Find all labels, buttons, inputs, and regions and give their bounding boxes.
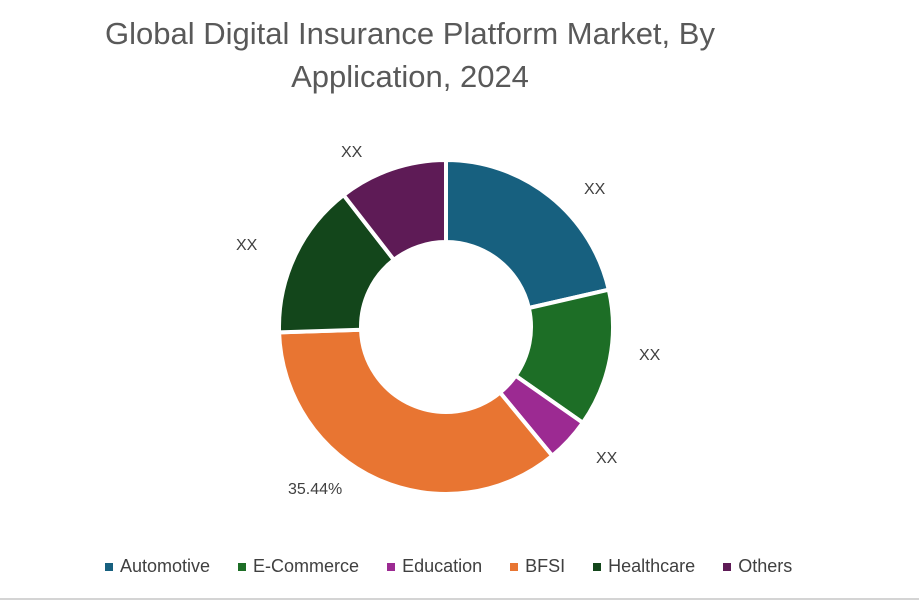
legend-label: Healthcare — [608, 556, 696, 576]
chart-title-line2: Application, 2024 — [291, 59, 529, 94]
legend-swatch-icon — [723, 562, 732, 571]
legend-item-healthcare: Healthcare — [593, 556, 695, 577]
donut-slices — [277, 158, 615, 496]
donut-slice-bfsi — [277, 327, 555, 496]
legend-label: Others — [738, 556, 793, 576]
legend-label: Automotive — [120, 556, 211, 576]
donut-slice-others — [341, 158, 448, 262]
data-label-others: XX — [341, 144, 363, 161]
legend-item-education: Education — [387, 556, 482, 577]
legend-item-others: Others — [723, 556, 792, 577]
legend-label: BFSI — [525, 556, 566, 576]
chart-legend: Automotive E-Commerce Education BFSI Hea… — [105, 556, 820, 577]
data-label-bfsi: 35.44% — [288, 481, 343, 498]
legend-swatch-icon — [510, 562, 519, 571]
chart-title: Global Digital Insurance Platform Market… — [0, 12, 820, 98]
data-label-education: XX — [596, 450, 618, 467]
legend-swatch-icon — [593, 562, 602, 571]
legend-swatch-icon — [238, 562, 247, 571]
chart-title-line1: Global Digital Insurance Platform Market… — [105, 16, 715, 51]
bottom-divider — [0, 598, 919, 600]
legend-item-ecommerce: E-Commerce — [238, 556, 359, 577]
legend-swatch-icon — [105, 562, 113, 571]
legend-label: Education — [402, 556, 483, 576]
legend-swatch-icon — [387, 562, 396, 571]
data-label-healthcare: XX — [236, 237, 258, 254]
legend-item-bfsi: BFSI — [510, 556, 565, 577]
data-label-ecommerce: XX — [639, 347, 661, 364]
legend-item-automotive: Automotive — [105, 556, 210, 577]
legend-label: E-Commerce — [253, 556, 360, 576]
data-label-automotive: XX — [584, 181, 606, 198]
donut-slice-automotive — [444, 158, 611, 311]
